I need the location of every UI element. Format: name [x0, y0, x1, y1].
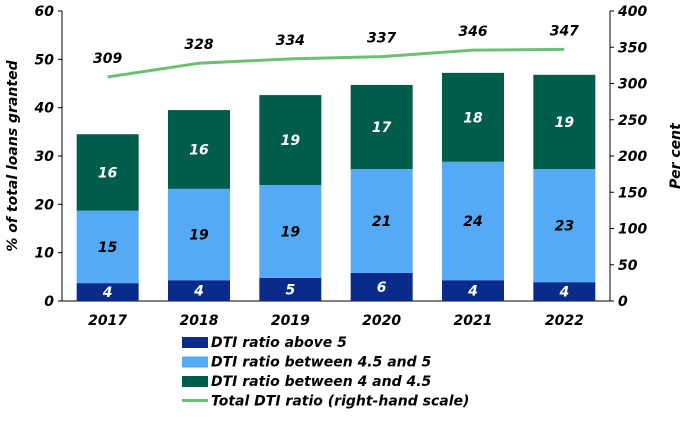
legend-swatch: [182, 356, 208, 368]
line-label: 328: [184, 37, 213, 53]
y-tick-label: 40: [34, 101, 55, 117]
y2-tick-label: 300: [618, 77, 647, 93]
y2-tick-label: 400: [617, 4, 647, 20]
bar-label: 4: [467, 284, 478, 300]
y2-tick-label: 0: [618, 294, 628, 310]
y2-tick-label: 50: [618, 258, 638, 274]
bar-2022-series-2: [533, 74, 596, 170]
x-tick-label: 2017: [88, 313, 127, 329]
bar-2022-series-0: [533, 282, 596, 301]
bar-2020-series-2: [350, 84, 413, 170]
bar-2017-series-0: [76, 283, 139, 301]
x-tick-label: 2020: [362, 313, 401, 329]
bar-label: 18: [463, 110, 483, 126]
bar-label: 4: [193, 284, 204, 300]
bar-label: 6: [377, 280, 387, 296]
total-dti-line: [107, 47, 565, 79]
y-axis-label: % of total loans granted: [5, 59, 21, 251]
legend-label: Total DTI ratio (right-hand scale): [211, 394, 469, 410]
y2-tick-label: 250: [618, 113, 647, 129]
y2-tick-label: 100: [618, 222, 647, 238]
bar-label: 24: [463, 214, 482, 230]
bar-label: 16: [189, 142, 209, 158]
bar-2018-series-1: [168, 188, 230, 281]
legend-label: DTI ratio above 5: [211, 335, 347, 351]
line-label: 346: [458, 24, 487, 40]
bar-2021-series-2: [442, 72, 504, 162]
bar-2021-series-1: [442, 161, 504, 281]
bar-label: 23: [555, 219, 574, 235]
bar-label: 4: [102, 285, 113, 301]
x-tick-label: 2021: [454, 313, 493, 329]
bar-label: 5: [285, 282, 295, 298]
y-tick-label: 10: [35, 246, 55, 262]
bar-2020-series-0: [350, 272, 413, 301]
bar-label: 19: [281, 224, 301, 240]
y-tick-label: 20: [35, 197, 55, 213]
bar-2017-series-2: [76, 134, 139, 211]
y-tick-label: 50: [35, 52, 55, 68]
line-label: 334: [276, 33, 305, 49]
bar-2021-series-0: [442, 280, 504, 301]
y2-axis-label: Per cent: [668, 122, 684, 189]
bar-label: 19: [281, 133, 301, 149]
bar-label: 21: [372, 214, 391, 230]
x-tick-label: 2022: [545, 313, 584, 329]
bar-label: 17: [372, 120, 392, 136]
y2-tick-label: 350: [618, 40, 647, 56]
y2-tick-label: 150: [618, 185, 647, 201]
line-label: 337: [367, 31, 396, 47]
y-tick-label: 60: [35, 4, 55, 20]
y2-tick-label: 200: [618, 149, 647, 165]
bar-label: 19: [555, 115, 575, 131]
legend-label: DTI ratio between 4.5 and 5: [211, 355, 432, 371]
x-tick-label: 2019: [271, 313, 310, 329]
bar-label: 16: [98, 165, 118, 181]
y-tick-label: 30: [35, 149, 55, 165]
bar-2019-series-1: [259, 185, 322, 278]
legend-swatch: [182, 376, 208, 387]
bar-2017-series-1: [76, 210, 139, 284]
bar-2019-series-2: [259, 95, 322, 185]
bar-2019-series-0: [259, 277, 322, 301]
x-tick-label: 2018: [180, 313, 219, 329]
bar-label: 4: [558, 285, 569, 301]
bar-2020-series-1: [350, 169, 413, 273]
line-label: 347: [550, 23, 579, 39]
bar-2022-series-1: [533, 169, 596, 283]
bar-label: 19: [189, 228, 209, 244]
legend-label: DTI ratio between 4 and 4.5: [211, 374, 432, 390]
line-label: 309: [93, 51, 122, 67]
y-tick-label: 0: [44, 294, 54, 310]
bar-2018-series-0: [168, 280, 230, 301]
bar-2018-series-2: [168, 110, 230, 189]
bar-label: 15: [98, 240, 118, 256]
legend-swatch: [182, 337, 208, 348]
